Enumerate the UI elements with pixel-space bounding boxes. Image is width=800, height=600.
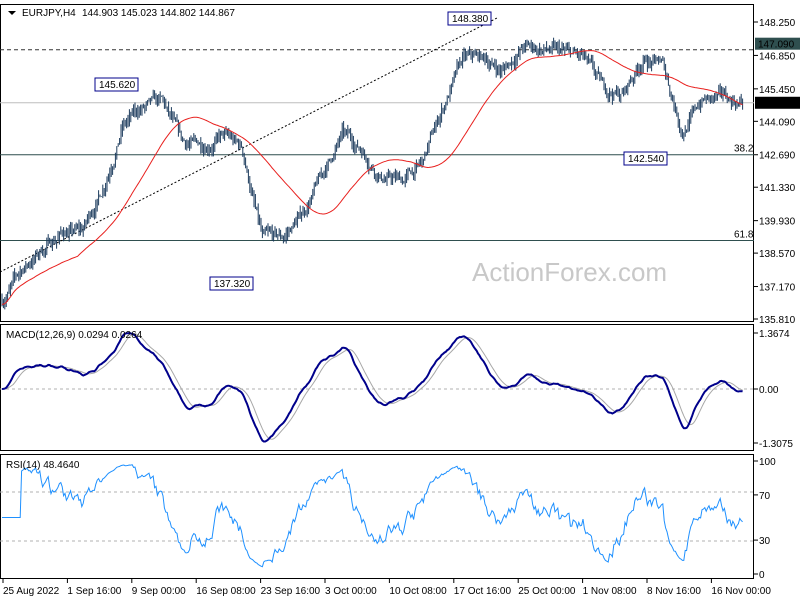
macd-tick-label: 1.3674 [759, 329, 790, 340]
rsi-tick-label: 70 [759, 491, 771, 502]
y-tick-label: 145.450 [759, 85, 796, 96]
fib-label: 38.2 [734, 144, 754, 155]
y-tick-label: 139.930 [759, 217, 796, 228]
ohlc-readout: 144.903 145.023 144.802 144.867 [82, 8, 235, 19]
rsi-tick-label: 30 [759, 536, 771, 547]
macd-signal-line [2, 333, 743, 440]
rsi-tick-label: 100 [759, 457, 776, 468]
x-tick-label: 25 Oct 00:00 [518, 586, 576, 597]
x-tick-label: 10 Oct 08:00 [389, 586, 447, 597]
x-tick-label: 9 Sep 00:00 [132, 586, 186, 597]
y-tick-label: 137.170 [759, 283, 796, 294]
x-tick-label: 16 Sep 08:00 [196, 586, 256, 597]
price-axis-marker [755, 96, 800, 109]
price-annotation-box [94, 77, 139, 92]
x-tick-label: 17 Oct 16:00 [454, 586, 512, 597]
x-tick-label: 1 Nov 08:00 [583, 586, 637, 597]
price-annotation: 137.320 [214, 279, 251, 290]
price-bars [1, 37, 744, 310]
moving-average-line [1, 50, 743, 305]
x-tick-label: 1 Sep 16:00 [67, 586, 121, 597]
price-axis-marker-label: 147.090 [758, 40, 795, 51]
y-tick-label: 135.810 [759, 315, 796, 326]
symbol-label: EURJPY,H4 [22, 8, 76, 19]
price-annotation-box [447, 11, 492, 26]
rsi-title: RSI(14) 48.4640 [6, 460, 80, 471]
rsi-pane [0, 454, 754, 579]
rsi-tick-label: 0 [759, 570, 765, 581]
price-axis-marker-label: 144.867 [758, 99, 795, 110]
macd-tick-label: 0.00 [759, 385, 779, 396]
y-tick-label: 148.250 [759, 18, 796, 29]
price-annotation-box [209, 276, 254, 291]
x-tick-label: 8 Nov 16:00 [647, 586, 701, 597]
price-annotation: 145.620 [99, 80, 136, 91]
price-annotation: 142.540 [628, 154, 665, 165]
macd-title: MACD(12,26,9) 0.0294 0.0264 [6, 330, 143, 341]
price-annotation-box [623, 151, 668, 166]
fib-label: 61.8 [734, 229, 754, 240]
macd-pane [0, 324, 754, 451]
x-tick-label: 23 Sep 16:00 [261, 586, 321, 597]
collapse-arrow-icon[interactable] [8, 11, 16, 15]
x-tick-label: 16 Nov 00:00 [711, 586, 771, 597]
y-tick-label: 141.330 [759, 183, 796, 194]
price-annotation: 148.380 [452, 14, 489, 25]
macd-tick-label: -1.3075 [759, 439, 793, 450]
y-tick-label: 138.570 [759, 249, 796, 260]
y-tick-label: 146.850 [759, 51, 796, 62]
watermark: ActionForex.com [472, 257, 667, 287]
x-tick-label: 25 Aug 2022 [3, 586, 60, 597]
macd-line [1, 331, 743, 443]
x-tick-label: 3 Oct 00:00 [325, 586, 377, 597]
y-tick-label: 142.690 [759, 151, 796, 162]
rsi-line [2, 464, 743, 568]
price-axis-marker [755, 37, 800, 50]
y-tick-label: 144.090 [759, 117, 796, 128]
